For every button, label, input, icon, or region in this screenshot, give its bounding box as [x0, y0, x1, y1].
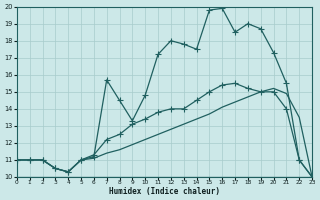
- X-axis label: Humidex (Indice chaleur): Humidex (Indice chaleur): [109, 187, 220, 196]
